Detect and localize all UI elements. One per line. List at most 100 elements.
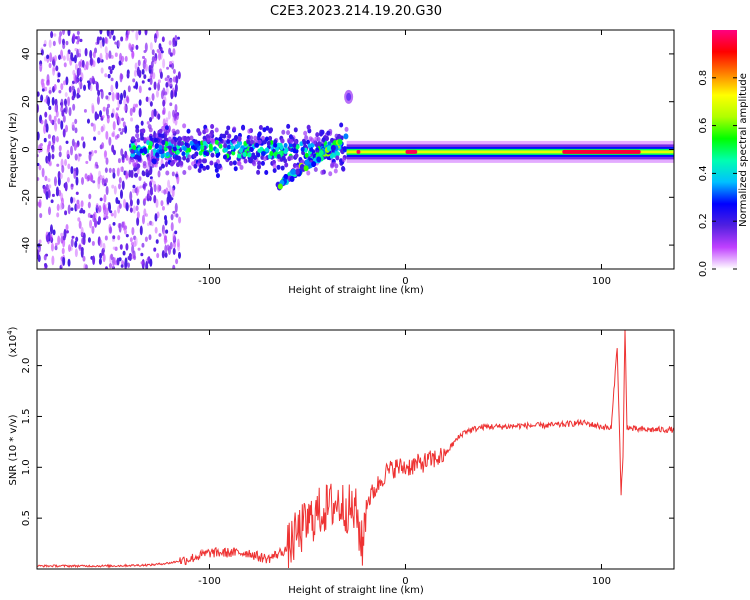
spectrogram-cell [62,256,66,266]
spectrogram-cell [91,103,95,110]
spectrogram-cell [160,163,165,169]
spectrogram-cell [253,135,258,141]
spectrogram-cell [74,63,78,71]
spectrogram-cell [48,184,52,189]
spectrogram-cell [147,256,151,261]
spectrogram-cell [175,162,180,168]
spectrogram-cell [161,139,166,145]
spectrogram-cell [155,152,160,158]
spectrogram-cell [102,242,106,251]
spectrogram-cell [63,98,67,107]
spectrogram-cell [333,168,338,174]
spectrogram-cell [67,258,71,267]
spectrogram-cell [172,48,176,56]
spectrogram-cell [215,173,220,179]
spectrogram-cell [60,83,64,91]
spectrogram-cell [75,202,79,211]
spectrogram-cell [181,151,186,157]
spectrogram-cell [62,30,66,36]
spectrogram-cell [172,231,176,241]
spectrogram-cell [209,160,214,166]
spectrogram-cell [142,163,147,169]
spectrogram-cell [276,164,281,170]
spectrogram-cell [129,237,133,243]
spectrogram-cell [174,83,178,93]
spectrogram-cell [89,84,93,92]
spectrogram-cell [134,103,138,108]
spectrogram-cell [330,144,336,151]
spectrogram-cell [105,95,109,100]
spectrogram-cell [143,50,147,54]
spectrogram-cell [125,37,129,42]
spectrogram-cell [246,139,251,145]
spectrogram-cell [68,106,72,117]
spectrogram-cell [130,117,134,122]
spectrogram-cell [197,158,202,164]
spectrogram-cell [135,205,139,212]
spectrogram-cell [186,128,191,134]
spectrogram-cell [234,134,239,140]
spectrogram-cell [44,175,48,182]
spectrogram-cell [77,217,81,222]
spectrogram-cell [105,185,109,196]
spec-y-tick-label: 0 [21,146,32,152]
spectrogram-cell [172,210,176,214]
spectrogram-cell [121,117,125,122]
spectrogram-cell [155,198,159,209]
spectrogram-cell [141,242,145,248]
spectrogram-cell [110,30,114,36]
spectrogram-cell [122,121,126,128]
spectrogram-cell [64,92,68,98]
spectrogram-cell [121,128,125,133]
spectrogram-cell [105,130,109,140]
spectrogram-cell [173,241,177,249]
spectrogram-cell [144,42,148,52]
carrier-band [346,150,674,154]
spectrogram-cell [61,110,65,117]
spectrogram-cell [156,252,160,259]
spectrogram-cell [98,216,102,225]
spectrogram-cell [306,124,311,130]
spectrogram-cell [91,240,95,246]
spectrogram-cell [97,180,101,190]
spectrogram-cell [119,166,123,172]
spectrogram-cell [46,234,50,243]
spectrogram-cell [111,262,115,269]
spectrogram-cell [127,85,131,93]
spectrogram-cell [59,30,63,37]
spectrogram-cell [44,111,48,118]
spectrogram-cell [317,141,322,147]
spectrogram-cell [187,165,192,171]
spectrogram-cell [127,262,131,268]
spectrogram-cell [82,141,86,149]
spectrogram-cell [161,36,165,43]
spectrogram-cell [147,124,152,130]
spectrogram-cell [116,257,120,266]
spectrogram-cell [39,63,43,68]
spectrogram-cell [214,139,219,145]
spectrogram-cell [286,130,291,136]
spectrogram-cell [97,89,101,97]
spectrogram-cell [149,116,153,123]
spectrogram-cell [48,162,52,167]
spectrogram-cell [166,66,170,70]
spectrogram-cell [292,148,297,154]
spectrogram-cell [148,87,152,91]
spectrogram-cell [104,150,108,158]
spectrogram-cell [47,134,51,139]
spectrogram-cell [140,261,144,265]
spectrogram-cell [131,30,135,33]
spectrogram-cell [128,44,132,49]
spectrogram-cell [54,98,58,107]
spectrogram-cell [80,72,84,81]
spectrogram-cell [129,107,133,117]
spectrogram-cell [197,167,202,173]
spectrogram-cell [87,174,91,182]
spectrogram-cell [247,152,252,158]
spectrogram-cell [94,150,98,154]
spectrogram-cell [152,72,156,80]
spectrogram-cell [121,260,125,266]
spectrogram-cell [303,147,308,153]
spectrogram-cell [54,245,58,251]
spectrogram-cell [324,136,329,142]
